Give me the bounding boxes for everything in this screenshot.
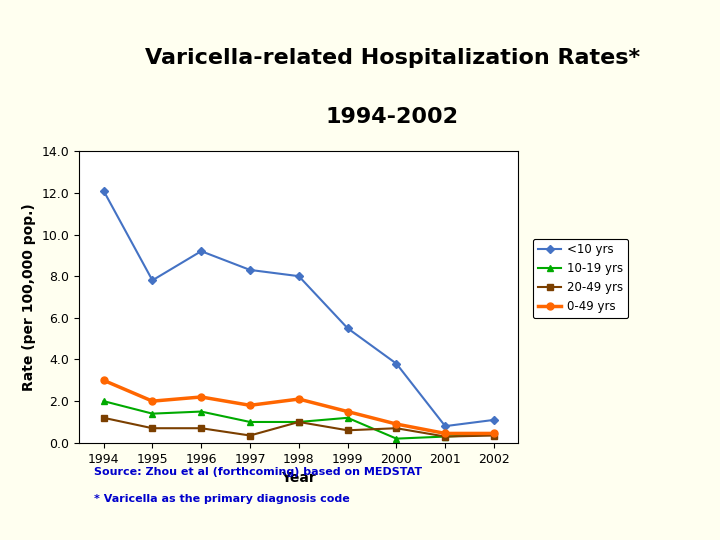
20-49 yrs bbox=[148, 425, 157, 431]
Text: * Varicella as the primary diagnosis code: * Varicella as the primary diagnosis cod… bbox=[94, 494, 349, 504]
20-49 yrs bbox=[99, 415, 108, 421]
10-19 yrs bbox=[294, 418, 303, 425]
20-49 yrs bbox=[490, 432, 498, 438]
0-49 yrs bbox=[490, 430, 498, 437]
X-axis label: Year: Year bbox=[282, 471, 316, 485]
0-49 yrs bbox=[99, 377, 108, 383]
<10 yrs bbox=[343, 325, 352, 332]
Text: 1994-2002: 1994-2002 bbox=[326, 107, 459, 127]
Y-axis label: Rate (per 100,000 pop.): Rate (per 100,000 pop.) bbox=[22, 203, 36, 391]
20-49 yrs bbox=[197, 425, 205, 431]
20-49 yrs bbox=[441, 433, 449, 440]
<10 yrs bbox=[99, 187, 108, 194]
10-19 yrs bbox=[392, 435, 401, 442]
0-49 yrs bbox=[246, 402, 254, 409]
0-49 yrs bbox=[148, 398, 157, 404]
Text: Source: Zhou et al (forthcoming) based on MEDSTAT: Source: Zhou et al (forthcoming) based o… bbox=[94, 467, 422, 477]
20-49 yrs bbox=[343, 427, 352, 434]
10-19 yrs bbox=[343, 415, 352, 421]
0-49 yrs bbox=[392, 421, 401, 427]
<10 yrs bbox=[294, 273, 303, 279]
10-19 yrs bbox=[490, 431, 498, 438]
<10 yrs bbox=[441, 423, 449, 429]
10-19 yrs bbox=[197, 408, 205, 415]
<10 yrs bbox=[197, 248, 205, 254]
0-49 yrs bbox=[441, 430, 449, 437]
20-49 yrs bbox=[246, 432, 254, 438]
10-19 yrs bbox=[441, 433, 449, 440]
Text: Varicella-related Hospitalization Rates*: Varicella-related Hospitalization Rates* bbox=[145, 48, 640, 68]
10-19 yrs bbox=[99, 398, 108, 404]
<10 yrs bbox=[148, 277, 157, 284]
Line: 20-49 yrs: 20-49 yrs bbox=[101, 415, 497, 440]
Line: 0-49 yrs: 0-49 yrs bbox=[100, 377, 498, 437]
10-19 yrs bbox=[148, 410, 157, 417]
Line: 10-19 yrs: 10-19 yrs bbox=[100, 397, 498, 442]
Legend: <10 yrs, 10-19 yrs, 20-49 yrs, 0-49 yrs: <10 yrs, 10-19 yrs, 20-49 yrs, 0-49 yrs bbox=[533, 239, 628, 318]
0-49 yrs bbox=[294, 396, 303, 402]
<10 yrs bbox=[392, 360, 401, 367]
<10 yrs bbox=[490, 417, 498, 423]
0-49 yrs bbox=[343, 408, 352, 415]
20-49 yrs bbox=[294, 418, 303, 425]
<10 yrs bbox=[246, 267, 254, 273]
20-49 yrs bbox=[392, 425, 401, 431]
0-49 yrs bbox=[197, 394, 205, 400]
Line: <10 yrs: <10 yrs bbox=[101, 188, 497, 429]
10-19 yrs bbox=[246, 418, 254, 425]
